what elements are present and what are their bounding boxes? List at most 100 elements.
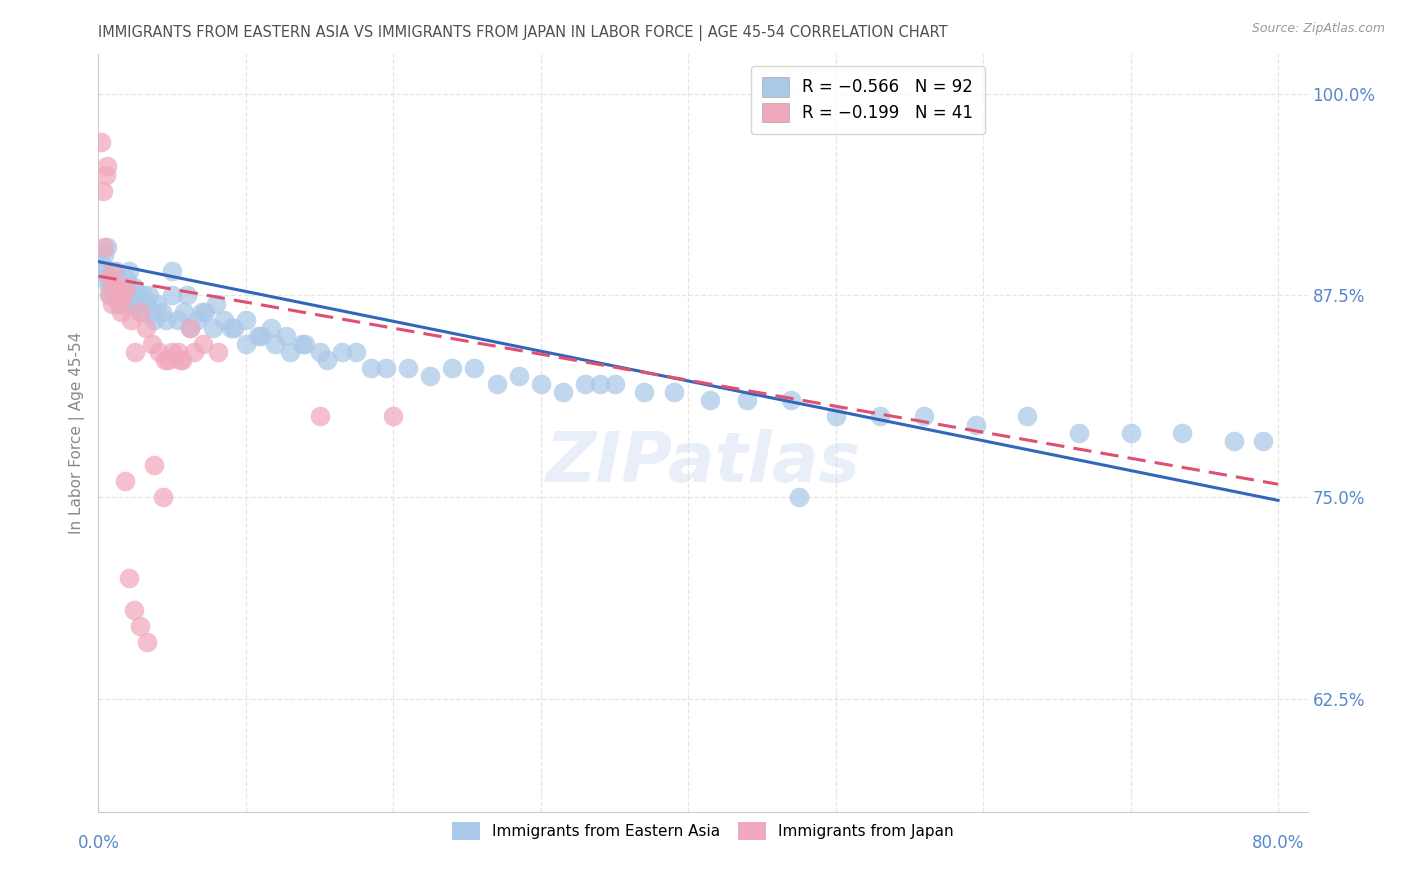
Point — [735, 393, 758, 408]
Point — [375, 361, 398, 376]
Point — [104, 280, 127, 294]
Point — [93, 248, 115, 262]
Point — [143, 312, 166, 326]
Point — [105, 280, 128, 294]
Point — [965, 417, 987, 432]
Point — [94, 168, 117, 182]
Point — [202, 320, 225, 334]
Point — [143, 458, 166, 472]
Point — [463, 361, 485, 376]
Point — [141, 304, 163, 318]
Point — [186, 312, 208, 326]
Point — [191, 337, 214, 351]
Text: 0.0%: 0.0% — [77, 835, 120, 853]
Point — [128, 619, 150, 633]
Point — [91, 264, 114, 278]
Point — [176, 288, 198, 302]
Point — [1171, 425, 1194, 440]
Point — [141, 337, 163, 351]
Point — [100, 296, 122, 310]
Point — [101, 264, 124, 278]
Point — [260, 320, 283, 334]
Point — [1253, 434, 1275, 448]
Point — [235, 312, 257, 326]
Point — [308, 345, 330, 359]
Point — [122, 280, 145, 294]
Point — [173, 304, 195, 318]
Point — [97, 288, 120, 302]
Point — [135, 296, 157, 310]
Point — [603, 377, 626, 392]
Point — [346, 345, 368, 359]
Point — [115, 280, 138, 294]
Point — [194, 304, 217, 318]
Point — [1067, 425, 1090, 440]
Point — [156, 353, 179, 368]
Point — [107, 272, 129, 286]
Point — [294, 337, 316, 351]
Point — [246, 328, 269, 343]
Point — [662, 385, 685, 400]
Text: Source: ZipAtlas.com: Source: ZipAtlas.com — [1251, 22, 1385, 36]
Point — [551, 385, 574, 400]
Point — [105, 264, 128, 278]
Point — [128, 304, 150, 318]
Point — [219, 320, 242, 334]
Point — [508, 369, 530, 384]
Point — [153, 353, 176, 368]
Point — [316, 353, 339, 368]
Point — [360, 361, 382, 376]
Point — [869, 409, 891, 424]
Point — [699, 393, 721, 408]
Point — [107, 288, 129, 302]
Point — [118, 571, 141, 585]
Point — [780, 393, 803, 408]
Point — [633, 385, 655, 400]
Point — [111, 280, 134, 294]
Point — [1119, 425, 1142, 440]
Point — [110, 304, 132, 318]
Point — [160, 264, 183, 278]
Point — [117, 288, 139, 302]
Point — [90, 135, 112, 149]
Point — [222, 320, 245, 334]
Point — [235, 337, 257, 351]
Point — [291, 337, 314, 351]
Point — [169, 353, 191, 368]
Point — [148, 345, 170, 359]
Point — [1223, 434, 1246, 448]
Point — [172, 353, 194, 368]
Point — [1017, 409, 1039, 424]
Point — [330, 345, 353, 359]
Point — [114, 474, 136, 488]
Point — [131, 288, 153, 302]
Point — [249, 328, 271, 343]
Point — [114, 296, 136, 310]
Point — [205, 296, 228, 310]
Point — [101, 280, 124, 294]
Point — [574, 377, 596, 392]
Point — [136, 635, 159, 649]
Point — [160, 288, 183, 302]
Point — [121, 296, 143, 310]
Point — [96, 240, 118, 254]
Point — [124, 288, 146, 302]
Point — [110, 288, 132, 302]
Point — [150, 304, 173, 318]
Point — [100, 272, 122, 286]
Point — [98, 288, 121, 302]
Point — [138, 288, 160, 302]
Point — [152, 490, 174, 504]
Point — [110, 296, 132, 310]
Point — [112, 288, 135, 302]
Point — [912, 409, 935, 424]
Point — [212, 312, 235, 326]
Point — [124, 345, 146, 359]
Point — [160, 345, 183, 359]
Y-axis label: In Labor Force | Age 45-54: In Labor Force | Age 45-54 — [69, 332, 84, 533]
Point — [135, 320, 157, 334]
Point — [108, 296, 131, 310]
Point — [120, 312, 142, 326]
Point — [98, 272, 121, 286]
Point — [120, 288, 142, 302]
